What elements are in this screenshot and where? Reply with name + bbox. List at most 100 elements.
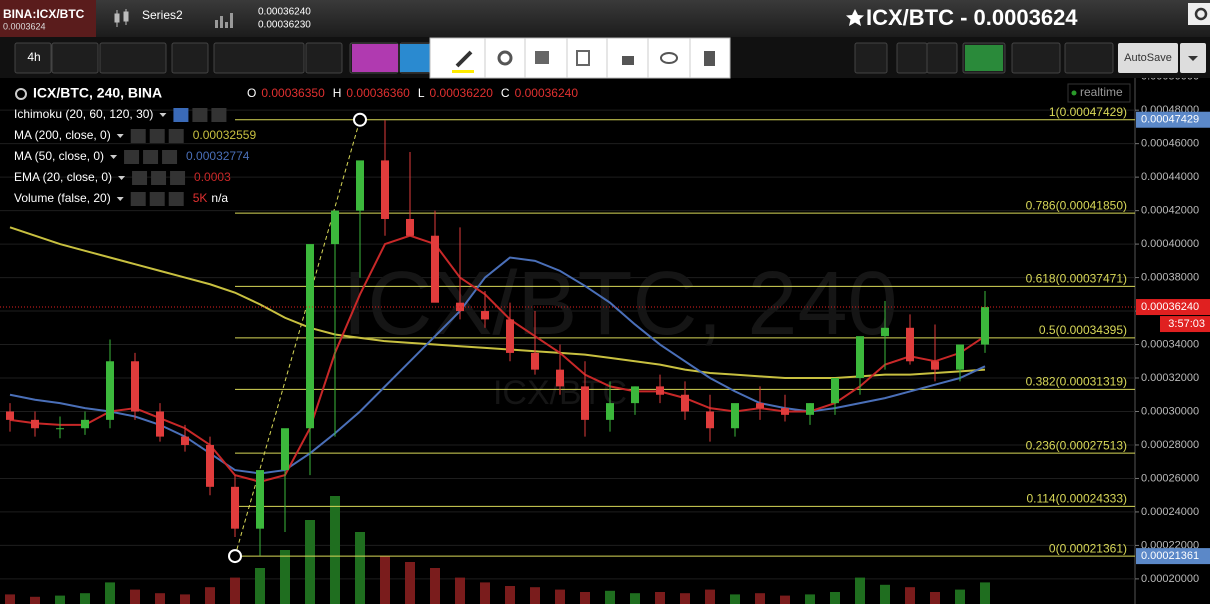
legend-row: Ichimoku (20, 60, 120, 30) [14,107,153,121]
y-tick-label: 0.00034000 [1141,338,1199,350]
legend-main: ICX/BTC, 240, BINA [33,85,162,101]
volume-bar [755,593,765,604]
candle-body [681,394,689,412]
toolbar-button[interactable] [305,42,343,74]
candle-body [781,408,789,415]
candle-body [381,160,389,219]
volume-bar [105,582,115,604]
candle-body [981,307,989,345]
candle-body [156,411,164,437]
volume-bar [955,589,965,604]
candle-body [756,403,764,409]
ohlc-label: H [333,86,342,100]
volume-bar [430,568,440,604]
candle-body [506,319,514,353]
menu-arrow [1188,56,1198,61]
candle-body [881,327,889,337]
legend-control [130,192,146,206]
eye-icon[interactable] [660,52,678,64]
volume-bar [705,589,715,604]
volume-bar [530,587,540,604]
lock-icon[interactable] [622,56,634,65]
autosave-label: AutoSave [1124,52,1172,64]
symbol-tab[interactable] [0,0,96,37]
legend-row: MA (50, close, 0) [14,149,104,163]
realtime-label: realtime [1080,85,1123,99]
fib-trend-line [234,119,361,557]
fib-label: 0.618(0.00037471) [1026,272,1127,286]
fib-label: 0(0.00021361) [1049,541,1127,555]
series-chart-icon [215,13,233,28]
series-low: 0.00036230 [258,20,311,31]
y-tick-label: 0.00038000 [1141,271,1199,283]
indicator-line [9,234,986,483]
candle-body [56,428,64,430]
volume-bar [30,596,40,604]
candle-body [331,210,339,245]
toolbar-button[interactable] [1064,42,1114,74]
toolbar-button[interactable] [213,42,305,74]
volume-bar [330,496,340,604]
candle-body [281,428,289,471]
broadcast-icon [400,44,430,72]
favorite-star[interactable] [846,9,864,26]
toolbar-button[interactable] [854,42,888,74]
legend-control [132,171,148,185]
volume-bar [730,594,740,604]
pencil-icon[interactable] [455,50,473,68]
legend-menu-arrow [116,134,124,138]
volume-bar [905,587,915,604]
toolbar-button[interactable] [51,42,99,74]
toolbar-button[interactable] [926,42,958,74]
series-name[interactable]: Series2 [142,8,183,22]
legend-icon [15,88,27,100]
trash-icon[interactable] [704,51,715,66]
y-tick-label: 0.00042000 [1141,205,1199,217]
candle-body [906,327,914,362]
volume-bar [680,593,690,604]
settings-icon [1194,7,1208,21]
fib-label: 0.5(0.00034395) [1039,323,1127,337]
candle-body [131,361,139,412]
gear-icon[interactable] [497,50,513,66]
y-tick-label: 0.00032000 [1141,372,1199,384]
fib-label: 0.236(0.00027513) [1026,438,1127,452]
legend-menu-arrow [110,155,118,159]
toolbar-button[interactable] [896,42,928,74]
legend-row: EMA (20, close, 0) [14,170,112,184]
ohlc-value: 0.00036350 [261,86,325,100]
plot-area: 0.000200000.000220000.000240000.00026000… [0,70,1210,604]
toolbar-button[interactable] [1011,42,1061,74]
legend-value: n/a [211,191,228,205]
candle-body [181,436,189,445]
volume-bar [980,582,990,604]
autosave-button[interactable] [1118,43,1178,73]
y-tick-label: 0.00026000 [1141,472,1199,484]
candle-body [356,160,364,211]
legend-control [168,192,184,206]
toolbar-button[interactable] [14,42,52,74]
toolbar-button[interactable] [99,42,167,74]
volume-bar [930,592,940,604]
volume-bar [355,532,365,604]
anchor-handle [228,549,242,564]
volume-bar [480,582,490,604]
interval-button[interactable]: 4h [27,50,40,64]
y-tick-label: 0.00028000 [1141,439,1199,451]
toolbar-button[interactable] [171,42,209,74]
realtime-dot [1071,90,1077,96]
y-tick-label: 0.00044000 [1141,171,1199,183]
copy-icon[interactable] [576,50,590,66]
volume-bar [780,595,790,604]
fill-icon[interactable] [535,51,549,64]
volume-bar [280,550,290,604]
volume-bar [880,584,890,604]
volume-bar [55,595,65,604]
legend-control [149,192,165,206]
legend-control [143,150,159,164]
symbol: BINA:ICX/BTC [3,7,85,21]
settings-button[interactable] [1188,3,1210,25]
snapshot-icon [965,45,1003,71]
